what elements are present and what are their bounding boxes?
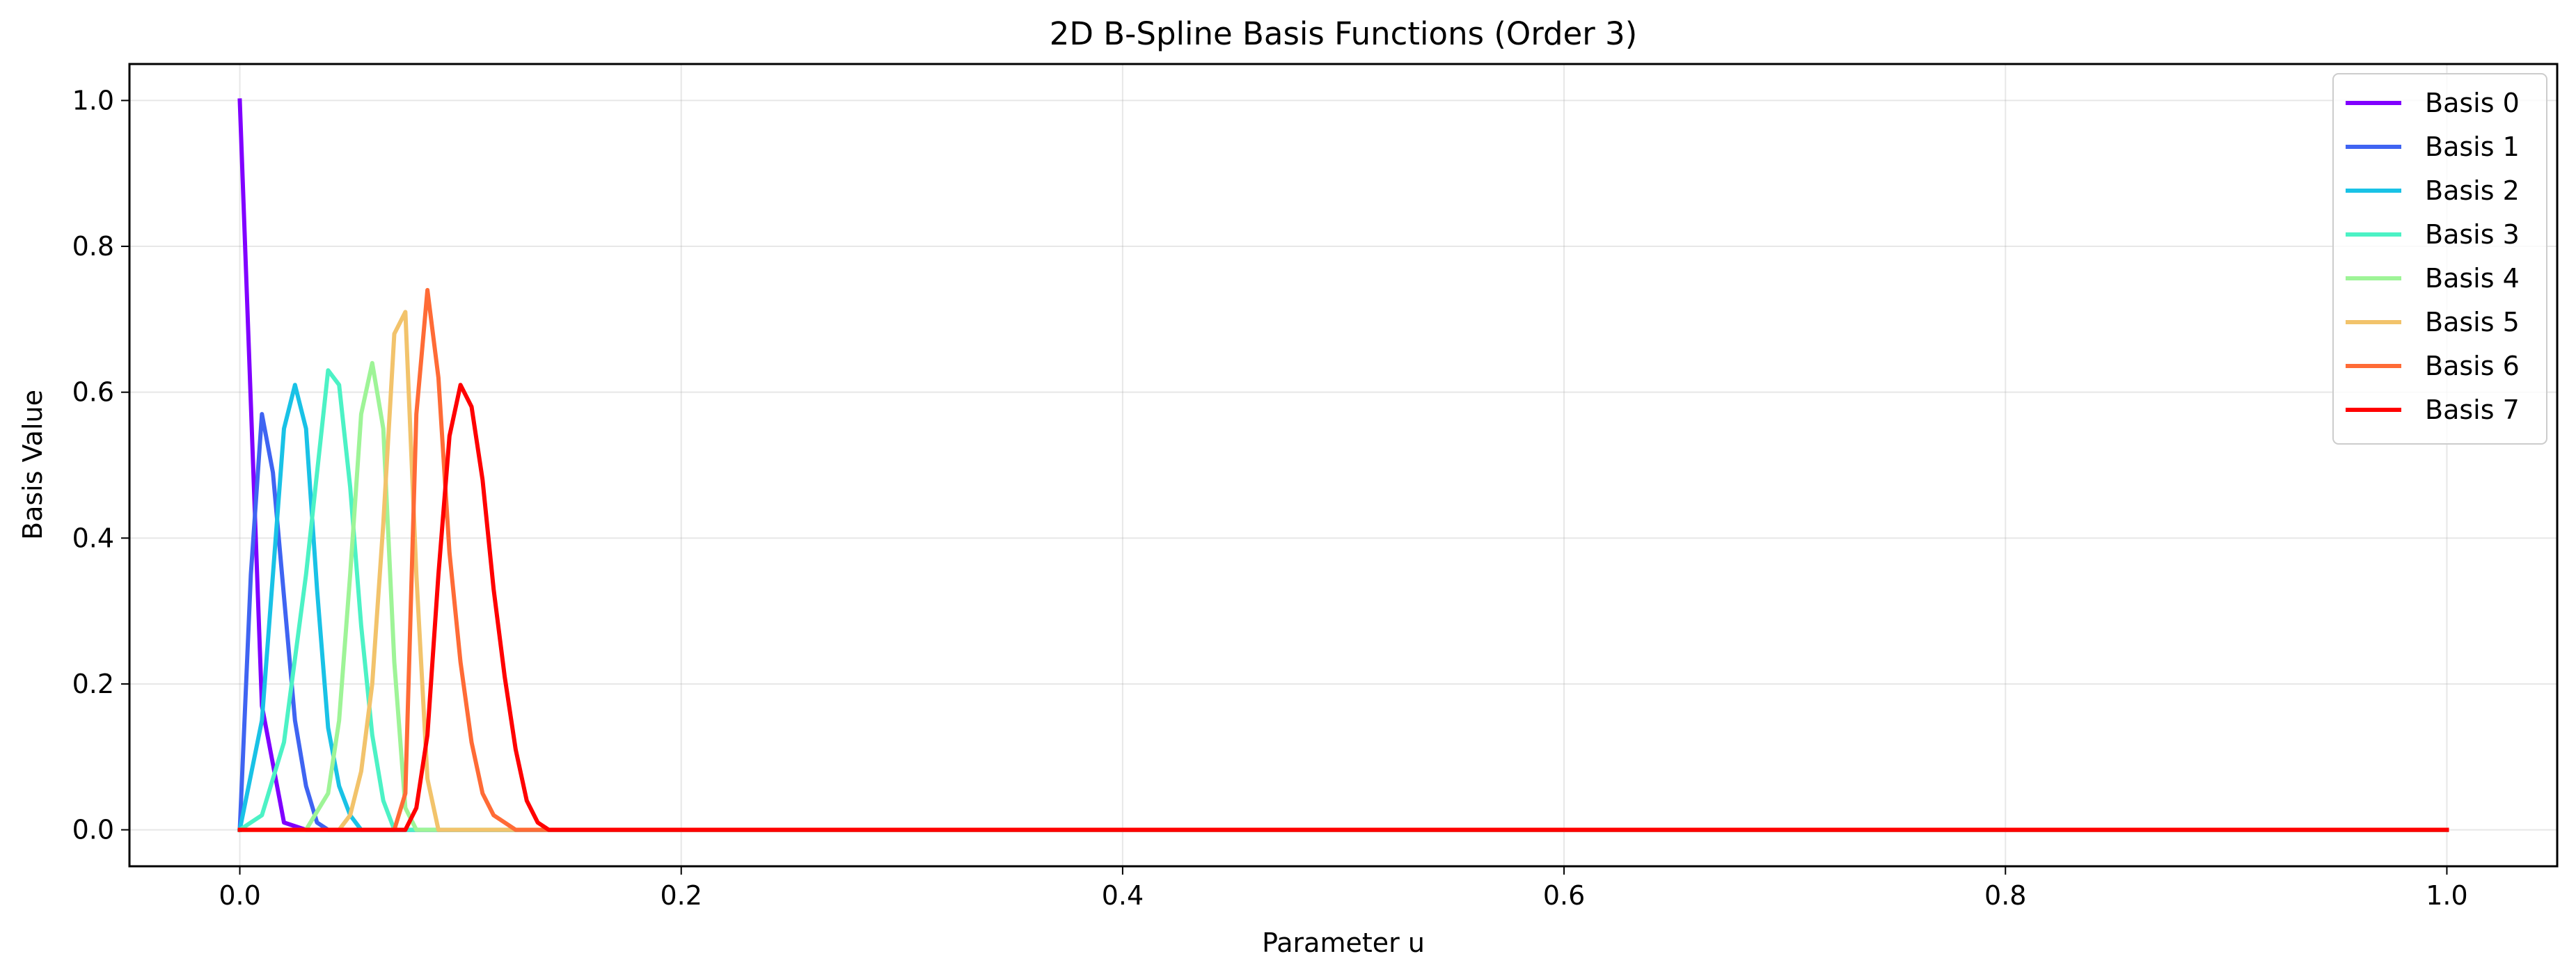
legend-label: Basis 5 (2425, 307, 2520, 337)
legend-label: Basis 3 (2425, 219, 2520, 250)
series-line-basis-4 (237, 360, 2449, 832)
plot-frame (128, 63, 2559, 868)
y-axis: 0.0 0.2 0.4 0.6 0.8 1.0 (72, 85, 129, 845)
series-group (237, 98, 2449, 833)
series-line-basis-6 (237, 287, 2449, 832)
y-tick-label: 0.0 (72, 815, 114, 845)
legend-label: Basis 7 (2425, 395, 2520, 425)
series-line-basis-7 (237, 383, 2449, 832)
legend-box (2332, 73, 2547, 445)
legend-label: Basis 1 (2425, 132, 2520, 162)
x-tick-label: 0.0 (219, 880, 260, 911)
legend-label: Basis 4 (2425, 263, 2520, 294)
y-tick-label: 0.2 (72, 669, 114, 699)
y-axis-label: Basis Value (17, 390, 48, 540)
x-tick-label: 0.4 (1102, 880, 1144, 911)
legend: Basis 0 Basis 1 Basis 2 Basis 3 Basis 4 Basis… (2332, 73, 2547, 445)
chart-title: 2D B-Spline Basis Functions (Order 3) (1050, 15, 1638, 52)
legend-label: Basis 0 (2425, 88, 2520, 118)
x-axis: 0.0 0.2 0.4 0.6 0.8 1.0 (219, 866, 2468, 911)
y-tick-label: 1.0 (72, 85, 114, 116)
x-tick-label: 0.8 (1984, 880, 2026, 911)
y-tick-label: 0.6 (72, 377, 114, 408)
series-line-basis-5 (237, 310, 2449, 832)
x-tick-label: 1.0 (2426, 880, 2467, 911)
legend-label: Basis 6 (2425, 351, 2520, 381)
x-tick-label: 0.2 (661, 880, 702, 911)
x-tick-label: 0.6 (1543, 880, 1585, 911)
y-tick-label: 0.8 (72, 231, 114, 262)
legend-label: Basis 2 (2425, 175, 2520, 206)
y-tick-label: 0.4 (72, 523, 114, 553)
x-axis-label: Parameter u (1262, 928, 1425, 958)
